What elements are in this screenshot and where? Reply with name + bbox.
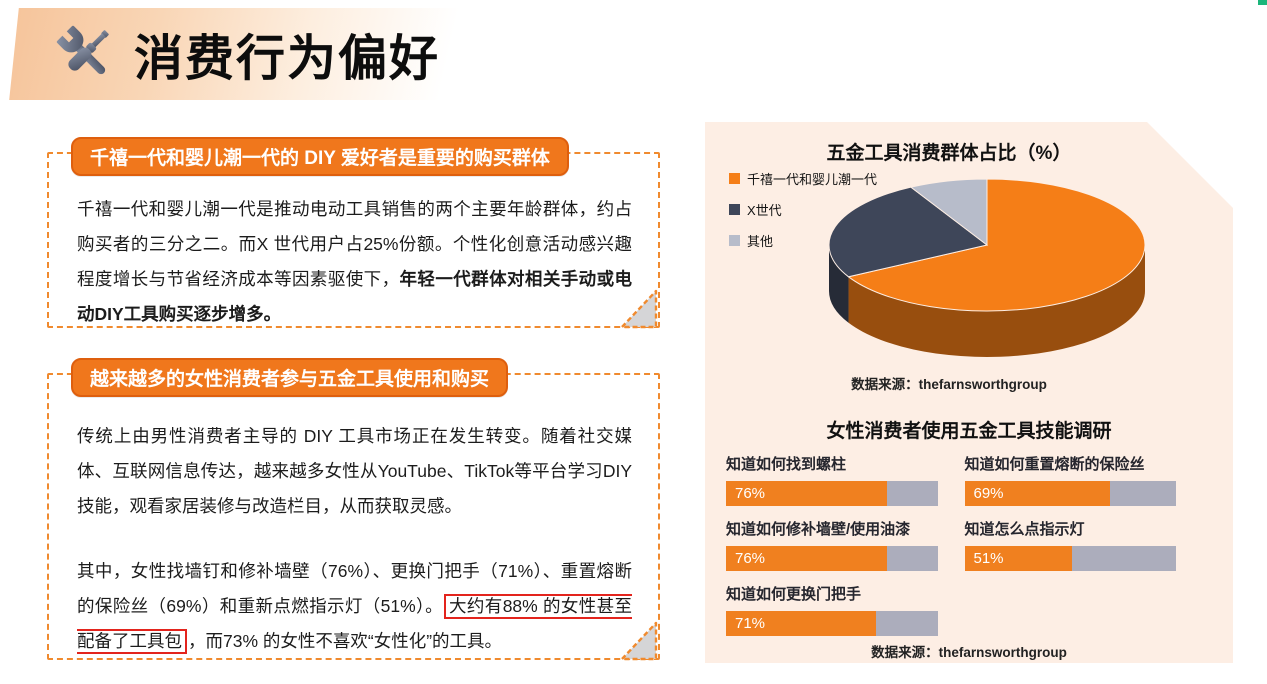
corner-artifact bbox=[1258, 0, 1267, 5]
bar-track: 76% bbox=[726, 546, 938, 571]
bar-row: 知道怎么点指示灯 51% bbox=[964, 518, 1176, 571]
note-box-body: 千禧一代和婴儿潮一代是推动电动工具销售的两个主要年龄群体，约占购买者的三分之二。… bbox=[77, 192, 632, 332]
body-text: 其中，女性找墙钉和修补墙壁（76%）、更换门把手（71%）、重置熔断的保险丝（6… bbox=[77, 561, 632, 616]
bar-value: 71% bbox=[735, 615, 766, 632]
legend-label: X世代 bbox=[747, 203, 782, 218]
bar-value: 76% bbox=[735, 485, 766, 502]
legend-swatch-navy bbox=[729, 204, 740, 215]
bar-track: 71% bbox=[726, 611, 938, 636]
legend-label: 其他 bbox=[747, 234, 774, 249]
bar-value: 51% bbox=[973, 550, 1004, 567]
page-title: 消费行为偏好 bbox=[134, 31, 441, 86]
note-box-header-badge: 越来越多的女性消费者参与五金工具使用和购买 bbox=[71, 358, 509, 397]
data-source-bars: 数据来源：thefarnsworthgroup bbox=[871, 645, 1067, 660]
legend-item: X世代 bbox=[729, 200, 877, 219]
stats-panel: 五金工具消费群体占比（%） 千禧一代和婴儿潮一代 X世代 其他 数据来源：the… bbox=[705, 122, 1233, 663]
note-box-millennials: 千禧一代和婴儿潮一代的 DIY 爱好者是重要的购买群体 千禧一代和婴儿潮一代是推… bbox=[47, 137, 660, 329]
bar-track: 76% bbox=[726, 481, 938, 506]
bar-label: 知道如何重置熔断的保险丝 bbox=[964, 456, 1145, 473]
bar-label: 知道如何修补墙壁/使用油漆 bbox=[726, 521, 911, 538]
page-curl-decoration bbox=[620, 621, 658, 661]
pie-chart bbox=[828, 178, 1146, 358]
body-text-bold: 年轻一代群体对相关手动或电动DIY工具购买逐步增多。 bbox=[77, 269, 632, 324]
note-box-body: 传统上由男性消费者主导的 DIY 工具市场正在发生转变。随着社交媒体、互联网信息… bbox=[77, 419, 632, 659]
bar-fill: 76% bbox=[726, 481, 887, 506]
bar-label: 知道怎么点指示灯 bbox=[964, 521, 1085, 538]
legend-item: 千禧一代和婴儿潮一代 bbox=[729, 169, 877, 188]
title-banner: 消费行为偏好 bbox=[14, 8, 440, 100]
bar-row: 知道如何重置熔断的保险丝 69% bbox=[964, 453, 1176, 506]
bar-fill: 51% bbox=[964, 546, 1073, 571]
bar-value: 76% bbox=[735, 550, 766, 567]
bar-row: 知道如何更换门把手 71% bbox=[726, 583, 938, 636]
bar-track: 51% bbox=[964, 546, 1176, 571]
bar-chart-title: 女性消费者使用五金工具技能调研 bbox=[826, 421, 1112, 442]
body-text: 千禧一代和婴儿潮一代是推动电动工具销售的两个主要年龄群体，约占购买者的三分之二。… bbox=[77, 199, 632, 289]
red-highlight-box: 大约有88% 的女性甚至配备了工具包 bbox=[77, 594, 632, 654]
bar-fill: 69% bbox=[964, 481, 1111, 506]
note-box-header-badge: 千禧一代和婴儿潮一代的 DIY 爱好者是重要的购买群体 bbox=[71, 137, 569, 176]
legend-label: 千禧一代和婴儿潮一代 bbox=[747, 172, 878, 187]
tools-icon bbox=[52, 21, 118, 87]
bar-track: 69% bbox=[964, 481, 1176, 506]
legend-swatch-orange bbox=[729, 173, 740, 184]
bar-row: 知道如何找到螺柱 76% bbox=[726, 453, 938, 506]
legend-swatch-gray bbox=[729, 235, 740, 246]
pie-legend: 千禧一代和婴儿潮一代 X世代 其他 bbox=[729, 169, 877, 262]
bar-fill: 76% bbox=[726, 546, 887, 571]
note-box-female-consumers: 越来越多的女性消费者参与五金工具使用和购买 传统上由男性消费者主导的 DIY 工… bbox=[47, 358, 660, 661]
bar-value: 69% bbox=[973, 485, 1004, 502]
data-source-pie: 数据来源：thefarnsworthgroup bbox=[851, 377, 1047, 392]
body-text: ，而73% 的女性不喜欢“女性化”的工具。 bbox=[188, 631, 503, 651]
pie-chart-title: 五金工具消费群体占比（%） bbox=[826, 143, 1072, 164]
page-curl-decoration bbox=[620, 289, 658, 329]
bar-row: 知道如何修补墙壁/使用油漆 76% bbox=[726, 518, 938, 571]
bar-chart: 知道如何找到螺柱 76% 知道如何重置熔断的保险丝 69% 知道如何修补墙壁/使… bbox=[726, 453, 1176, 636]
legend-item: 其他 bbox=[729, 231, 877, 250]
bar-label: 知道如何找到螺柱 bbox=[726, 456, 847, 473]
body-text: 传统上由男性消费者主导的 DIY 工具市场正在发生转变。随着社交媒体、互联网信息… bbox=[77, 426, 632, 516]
bar-fill: 71% bbox=[726, 611, 877, 636]
bar-label: 知道如何更换门把手 bbox=[726, 586, 862, 603]
